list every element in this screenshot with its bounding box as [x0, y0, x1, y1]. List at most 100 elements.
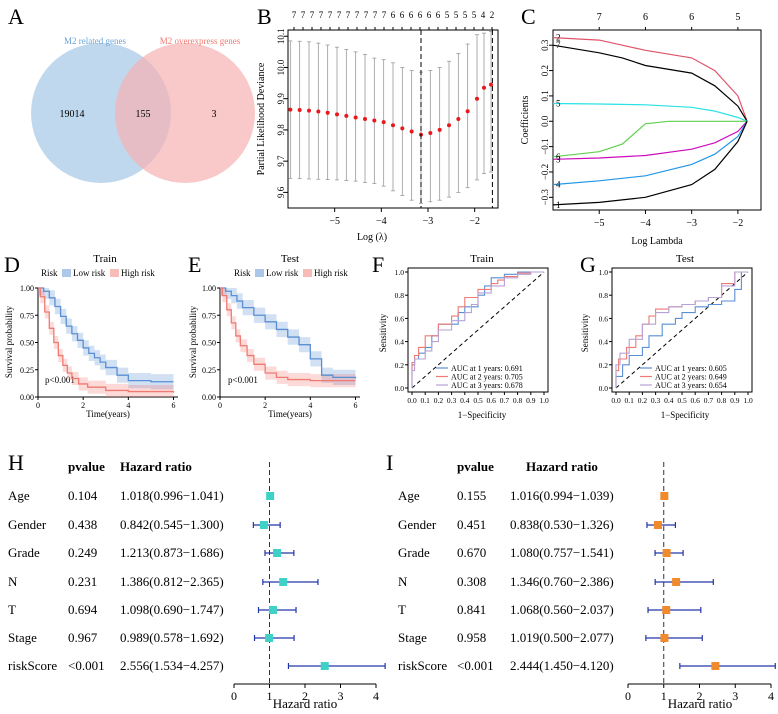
- venn-circle-right: [115, 43, 255, 183]
- coef-path-3: [552, 120, 748, 160]
- y-tick-label: 0.4: [599, 338, 609, 347]
- x-tick-label: 0.6: [487, 396, 497, 405]
- venn-set-right-label: M2 overexpress genes: [160, 36, 241, 46]
- x-tick-label: 0.7: [704, 396, 714, 405]
- legend: Risk Low risk High risk: [41, 268, 155, 278]
- x-tick-label: 0.0: [407, 396, 417, 405]
- y-tick-label: 1.0: [599, 268, 609, 277]
- mean-point: [428, 131, 433, 136]
- x-tick-label: 3: [732, 689, 738, 703]
- chart-title: Test: [676, 253, 694, 265]
- y-tick-label: 0.25: [202, 366, 216, 375]
- top-tick-label: 5: [735, 12, 740, 23]
- row-pvalue: 0.694: [68, 602, 98, 617]
- x-tick-label: 0.7: [500, 396, 510, 405]
- top-tick-label: 6: [643, 12, 648, 23]
- plot-frame: [552, 29, 762, 211]
- x-tick-label: −2: [469, 216, 480, 227]
- row-pvalue: 0.155: [457, 488, 486, 503]
- hazard-ratio-point: [653, 521, 662, 529]
- hazard-ratio-point: [279, 578, 288, 586]
- x-tick-label: 0.0: [611, 396, 621, 405]
- x-tick-label: −4: [640, 218, 651, 229]
- top-tick-label: 5: [454, 10, 459, 20]
- panel-label-c: C: [521, 4, 536, 29]
- panel-label-g: G: [580, 252, 596, 277]
- y-axis-label: Partial Likelihood Deviance: [256, 62, 267, 175]
- x-axis-label: Log Lambda: [631, 236, 683, 247]
- x-tick-label: 0.3: [447, 396, 457, 405]
- hazard-ratio-point: [711, 662, 720, 670]
- panel-label-d: D: [4, 252, 20, 277]
- y-tick-label: 9.7: [276, 155, 286, 167]
- x-tick-label: 0.2: [638, 396, 648, 405]
- coef-path-label: 2: [556, 33, 561, 43]
- hazard-ratio-point: [320, 662, 329, 670]
- x-tick-label: 4: [126, 401, 130, 410]
- legend-label-low: Low risk: [266, 268, 299, 278]
- x-tick-label: 0.8: [513, 396, 523, 405]
- top-tick-label: 6: [418, 10, 423, 20]
- x-tick-label: −3: [686, 218, 697, 229]
- panel-label-f: F: [372, 252, 384, 277]
- x-tick-label: 0.4: [460, 396, 470, 405]
- top-tick-label: 7: [364, 10, 369, 20]
- x-tick-label: 1: [661, 689, 667, 703]
- row-hazard-ratio: 2.556(1.534−4.257): [120, 658, 224, 673]
- roc-curve-3: [615, 271, 748, 388]
- coef-path-label: 3: [556, 154, 561, 164]
- x-tick-label: 2: [81, 401, 85, 410]
- x-tick-label: 0.6: [691, 396, 701, 405]
- top-tick-label: 7: [328, 10, 333, 20]
- survival-curve-high-risk: [220, 287, 356, 382]
- legend-swatch-high: [110, 269, 119, 277]
- diagonal-reference: [615, 271, 749, 389]
- y-tick-label: 10.1: [276, 28, 286, 44]
- top-tick-label: 7: [337, 10, 342, 20]
- y-axis-label: Survival probability: [4, 305, 14, 378]
- row-hazard-ratio: 2.444(1.450−4.120): [510, 658, 614, 673]
- legend-label: AUC at 3 years: 0.654: [655, 381, 727, 390]
- mean-point: [297, 107, 302, 112]
- y-tick-label: 0.0: [540, 115, 550, 127]
- top-tick-label: 6: [436, 10, 441, 20]
- top-tick-label: 7: [292, 10, 297, 20]
- x-axis-label: Time(years): [268, 409, 312, 419]
- y-tick-label: 0.75: [202, 311, 216, 320]
- row-hazard-ratio: 1.019(0.500−2.077): [510, 630, 614, 645]
- row-variable: Gender: [398, 517, 437, 532]
- x-tick-label: 4: [308, 401, 312, 410]
- row-pvalue: 0.438: [68, 517, 97, 532]
- y-tick-label: 1.00: [20, 284, 34, 293]
- x-tick-label: 6: [353, 401, 357, 410]
- coef-path-2: [552, 37, 748, 122]
- row-hazard-ratio: 1.080(0.757−1.541): [510, 545, 614, 560]
- top-tick-label: 7: [355, 10, 360, 20]
- mean-point: [409, 129, 414, 134]
- x-tick-label: 0.1: [421, 396, 431, 405]
- legend-label-high: High risk: [314, 268, 348, 278]
- mean-point: [353, 115, 358, 120]
- y-tick-label: 9.8: [276, 124, 286, 136]
- x-tick-label: 0: [231, 689, 237, 703]
- coef-path-label: 1: [556, 200, 561, 210]
- row-pvalue: <0.001: [68, 658, 105, 673]
- y-tick-label: 0.3: [540, 39, 550, 51]
- survival-plot-test: Test Risk Low risk High risk Time(years)…: [188, 253, 360, 419]
- survival-plot-train: Train Risk Low risk High risk Time(years…: [4, 253, 178, 419]
- row-variable: T: [8, 602, 16, 617]
- y-tick-label: 0.2: [395, 361, 405, 370]
- row-pvalue: 0.231: [68, 574, 97, 589]
- hazard-ratio-point: [266, 492, 275, 500]
- y-axis-label: Survival probability: [188, 305, 198, 378]
- top-tick-label: 6: [427, 10, 432, 20]
- legend-title: Risk: [234, 268, 251, 278]
- header-pvalue: pvalue: [68, 459, 105, 474]
- y-tick-label: 0.2: [599, 361, 609, 370]
- top-tick-label: 5: [472, 10, 477, 20]
- y-tick-label: 0.1: [540, 90, 550, 101]
- x-tick-label: 0: [625, 689, 631, 703]
- mean-point: [325, 110, 330, 115]
- row-variable: Stage: [398, 630, 427, 645]
- x-tick-label: 2: [697, 689, 703, 703]
